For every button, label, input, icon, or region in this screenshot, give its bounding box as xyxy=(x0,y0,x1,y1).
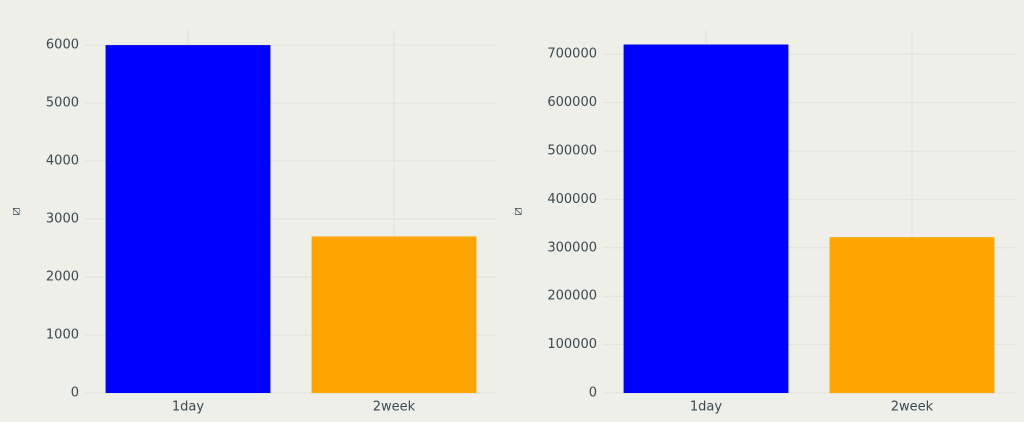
x-tick-label: 1day xyxy=(690,400,722,415)
bar xyxy=(311,236,477,393)
x-tick-label: 2week xyxy=(373,400,416,415)
bar xyxy=(105,45,271,394)
y-tick-label: 500000 xyxy=(547,144,597,159)
y-axis-label: ⧄ xyxy=(9,207,24,215)
y-tick-label: 700000 xyxy=(547,47,597,62)
x-tick-label: 1day xyxy=(172,400,204,415)
y-tick-label: 400000 xyxy=(547,192,597,207)
y-tick-label: 200000 xyxy=(547,289,597,304)
y-tick-label: 2000 xyxy=(46,270,79,285)
y-tick-label: 5000 xyxy=(46,96,79,111)
y-tick-label: 4000 xyxy=(46,154,79,169)
bar xyxy=(829,237,995,393)
x-tick-label: 2week xyxy=(891,400,934,415)
y-tick-label: 300000 xyxy=(547,240,597,255)
y-tick-label: 0 xyxy=(589,386,597,401)
bar xyxy=(623,44,789,394)
y-tick-label: 100000 xyxy=(547,337,597,352)
y-tick-label: 0 xyxy=(71,386,79,401)
y-axis-label: ⧄ xyxy=(511,207,526,215)
y-tick-label: 600000 xyxy=(547,95,597,110)
y-tick-label: 1000 xyxy=(46,328,79,343)
y-tick-label: 6000 xyxy=(46,38,79,53)
y-tick-label: 3000 xyxy=(46,212,79,227)
